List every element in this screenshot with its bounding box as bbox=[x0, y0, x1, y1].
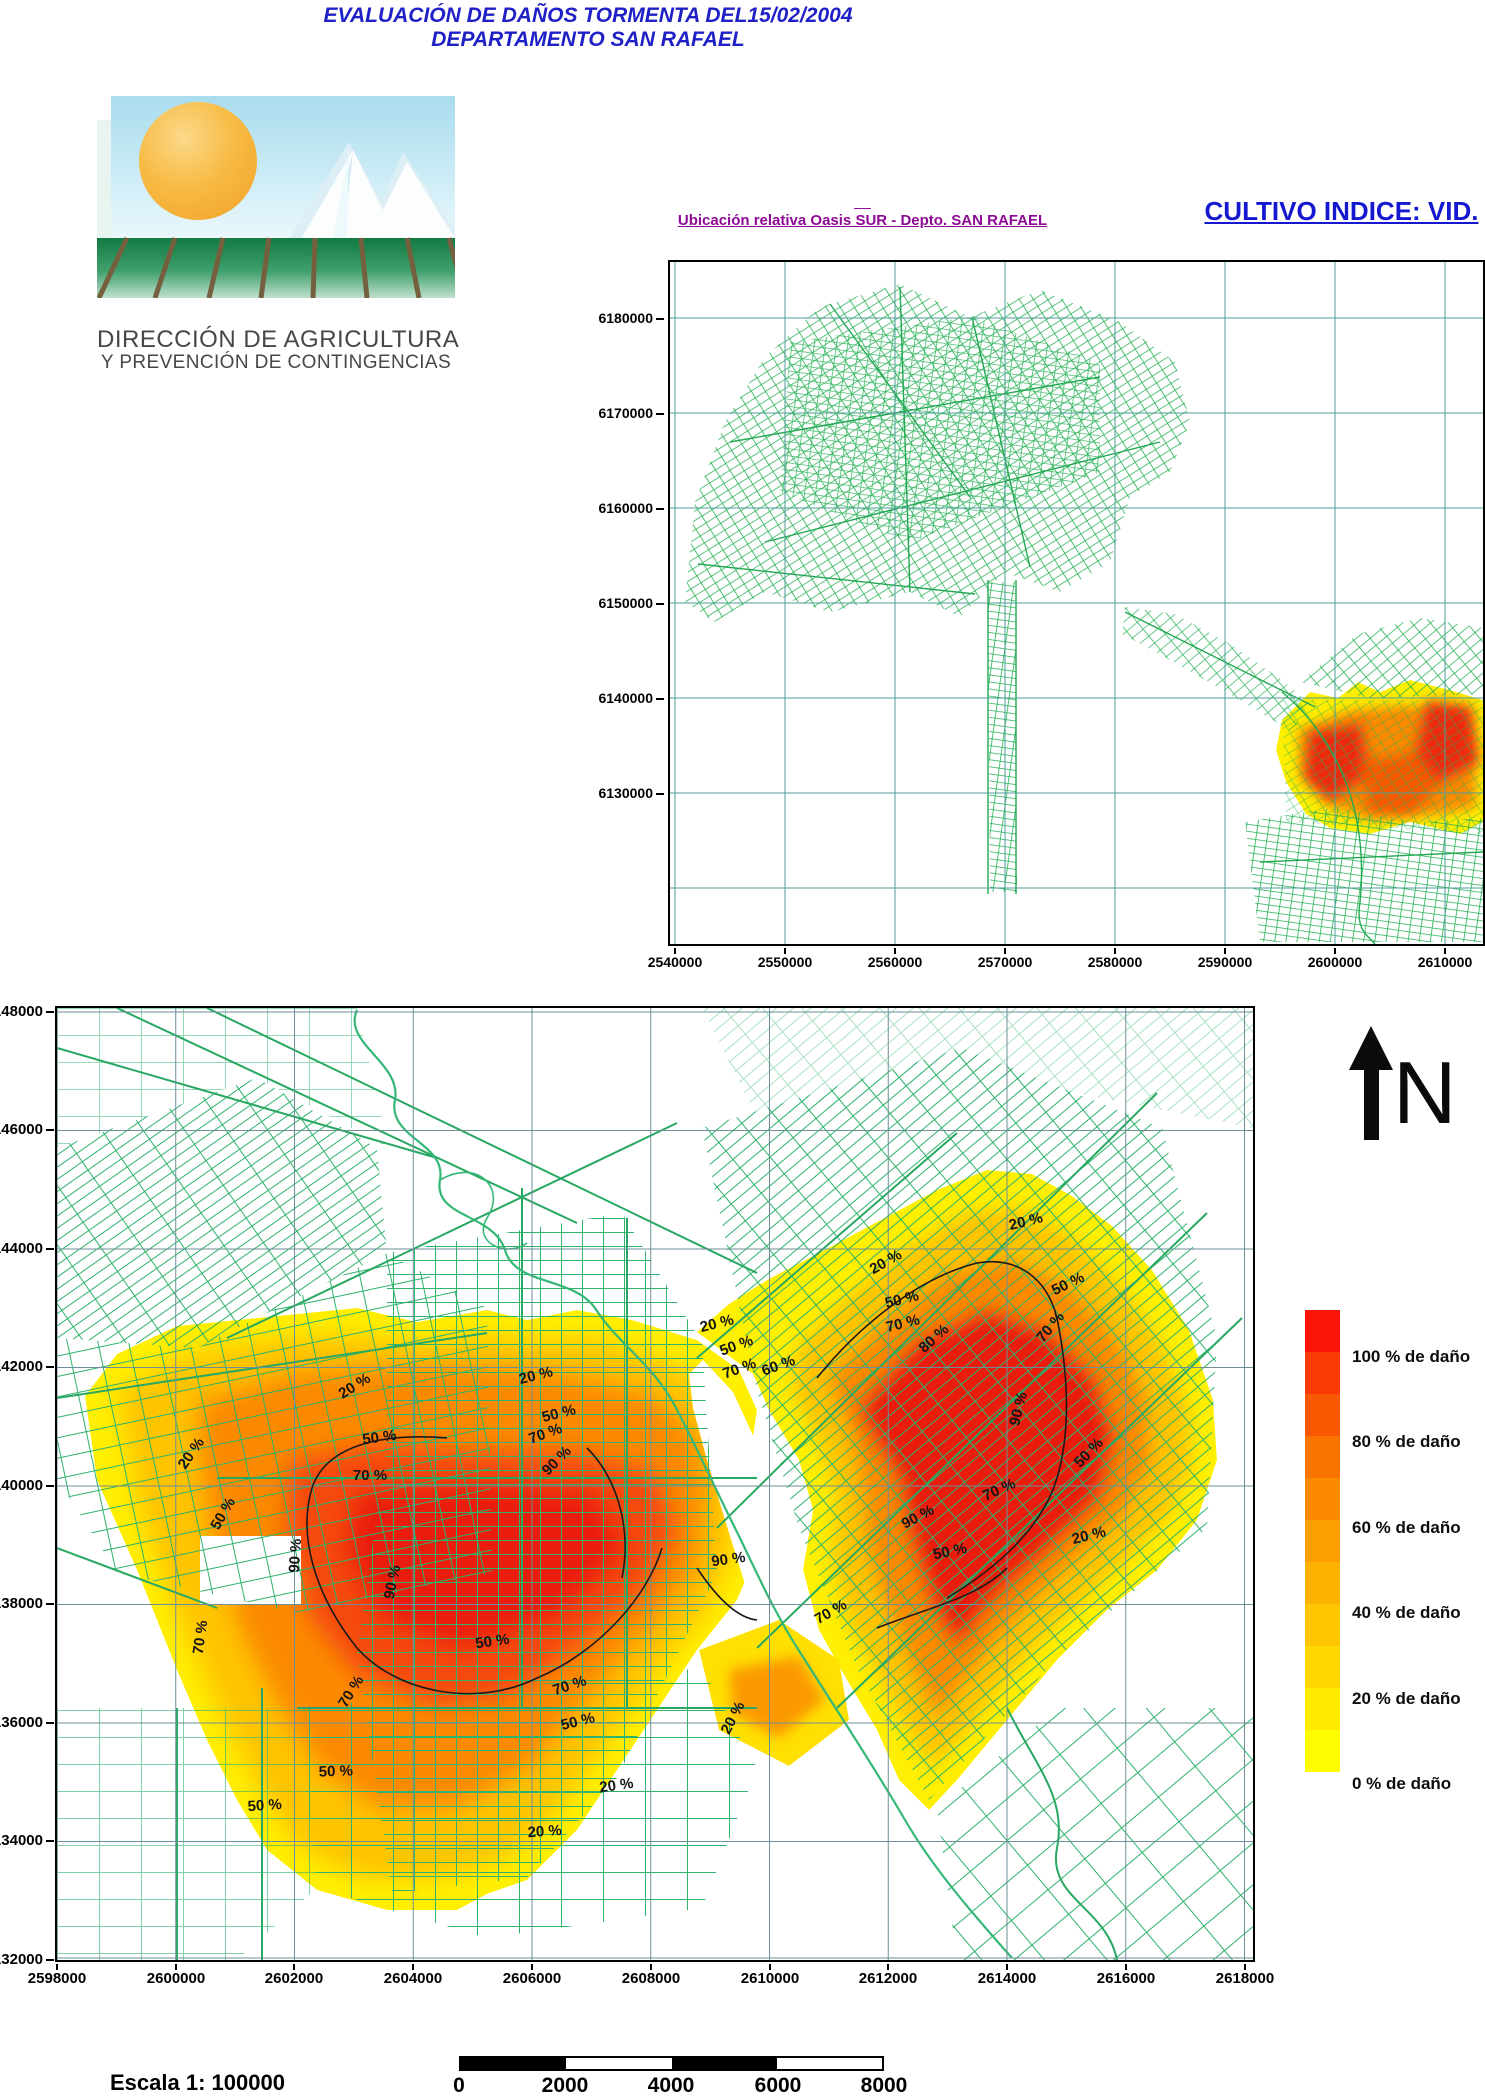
main-y-tick: 6136000 bbox=[0, 1715, 54, 1731]
main-x-tick: 2598000 bbox=[12, 1964, 102, 1986]
ov-y-tick: 6130000 bbox=[586, 785, 664, 801]
page-title: EVALUACIÓN DE DAÑOS TORMENTA DEL15/02/20… bbox=[288, 4, 888, 52]
main-x-tick: 2604000 bbox=[368, 1964, 458, 1986]
scale-tick: 8000 bbox=[860, 2074, 908, 2097]
crop-index-title: CULTIVO INDICE: VID. bbox=[1204, 196, 1479, 226]
scale-segment bbox=[566, 2058, 672, 2069]
scale-label: Escala 1: 100000 bbox=[110, 2070, 285, 2095]
ov-x-tick: 2600000 bbox=[1290, 948, 1380, 970]
roads bbox=[57, 1008, 1243, 1960]
main-x-tick: 2618000 bbox=[1200, 1964, 1290, 1986]
main-map-canvas: 20 % 50 % 70 % 90 % 20 % 50 % 70 % 90 % … bbox=[57, 1008, 1253, 1960]
main-x-tick: 2600000 bbox=[131, 1964, 221, 1986]
main-y-tick: 6144000 bbox=[0, 1241, 54, 1257]
main-y-tick: 6146000 bbox=[0, 1122, 54, 1138]
main-x-tick: 2606000 bbox=[487, 1964, 577, 1986]
main-x-tick: 2610000 bbox=[725, 1964, 815, 1986]
main-y-tick: 6134000 bbox=[0, 1833, 54, 1849]
main-x-tick: 2614000 bbox=[962, 1964, 1052, 1986]
ov-x-tick: 2580000 bbox=[1070, 948, 1160, 970]
sun-icon bbox=[139, 102, 257, 220]
contour-lines bbox=[306, 1261, 1068, 1695]
north-arrow: N bbox=[1345, 1020, 1475, 1150]
contour-label: 50 % bbox=[932, 1540, 969, 1564]
damage-map: 20 % 50 % 70 % 90 % 20 % 50 % 70 % 90 % … bbox=[55, 1006, 1255, 1962]
overview-parcel-network bbox=[685, 284, 1483, 944]
contour-label: 50 % bbox=[474, 1631, 510, 1653]
ov-x-tick: 2560000 bbox=[850, 948, 940, 970]
scale-segment bbox=[461, 2058, 567, 2069]
overview-map bbox=[668, 260, 1485, 946]
contour-label: 70 % bbox=[190, 1619, 212, 1655]
contour-label: 70 % bbox=[353, 1467, 387, 1484]
location-subtitle-line1: Ubicación relativa Oasis SUR - Depto. SA… bbox=[677, 212, 1048, 229]
furrows-icon bbox=[97, 150, 455, 298]
logo-art bbox=[97, 90, 455, 298]
main-x-tick: 2616000 bbox=[1081, 1964, 1171, 1986]
scale-segment bbox=[776, 2058, 882, 2069]
contour-label: 90 % bbox=[710, 1549, 746, 1571]
river-gap bbox=[689, 1360, 803, 1670]
ov-y-tick: 6150000 bbox=[586, 595, 664, 611]
contour-label: 50 % bbox=[247, 1796, 282, 1815]
ov-x-tick: 2540000 bbox=[630, 948, 720, 970]
scale-tick: 4000 bbox=[647, 2074, 695, 2097]
main-x-tick: 2608000 bbox=[606, 1964, 696, 1986]
legend-label: 60 % de daño bbox=[1352, 1518, 1461, 1537]
legend-label: 20 % de daño bbox=[1352, 1689, 1461, 1708]
north-arrow-icon bbox=[1349, 1026, 1393, 1140]
page-title-line2: DEPARTAMENTO SAN RAFAEL bbox=[431, 28, 745, 51]
scale-tick: 2000 bbox=[541, 2074, 589, 2097]
agency-name-line2: Y PREVENCIÓN DE CONTINGENCIAS bbox=[100, 352, 452, 373]
agency-logo: DIRECCIÓN DE AGRICULTURA Y PREVENCIÓN DE… bbox=[97, 90, 460, 380]
legend-label: 0 % de daño bbox=[1352, 1774, 1452, 1793]
river bbox=[353, 1009, 1013, 1959]
ov-y-tick: 6160000 bbox=[586, 500, 664, 516]
parcel-network bbox=[57, 1008, 1253, 1960]
main-y-tick: 6138000 bbox=[0, 1596, 54, 1612]
contour-label: 20 % bbox=[527, 1822, 562, 1841]
contour-label: 90 % bbox=[286, 1538, 305, 1573]
ov-x-tick: 2570000 bbox=[960, 948, 1050, 970]
scale-bar bbox=[459, 2056, 884, 2071]
legend-label: 80 % de daño bbox=[1352, 1432, 1461, 1451]
overview-gridlines bbox=[670, 262, 1483, 944]
damage-legend-colorbar bbox=[1305, 1310, 1340, 1772]
ov-y-tick: 6170000 bbox=[586, 405, 664, 421]
ov-x-tick: 2550000 bbox=[740, 948, 830, 970]
contour-label: 50 % bbox=[318, 1762, 353, 1780]
main-gridlines bbox=[57, 1008, 1253, 1960]
contour-label: 90 % bbox=[381, 1564, 405, 1601]
scale-tick: 6000 bbox=[754, 2074, 802, 2097]
main-y-tick: 6140000 bbox=[0, 1478, 54, 1494]
legend-label: 40 % de daño bbox=[1352, 1603, 1461, 1622]
agency-name-line1: DIRECCIÓN DE AGRICULTURA bbox=[97, 326, 460, 353]
scale-segment bbox=[671, 2058, 777, 2069]
legend-label: 100 % de daño bbox=[1352, 1347, 1471, 1366]
ov-x-tick: 2590000 bbox=[1180, 948, 1270, 970]
contour-label: 50 % bbox=[361, 1427, 397, 1449]
main-y-tick: 6148000 bbox=[0, 1004, 54, 1020]
overview-map-canvas bbox=[670, 262, 1483, 944]
main-x-tick: 2612000 bbox=[843, 1964, 933, 1986]
ov-y-tick: 6180000 bbox=[586, 310, 664, 326]
north-label: N bbox=[1393, 1043, 1457, 1142]
contour-label: 20 % bbox=[598, 1775, 634, 1797]
ov-y-tick: 6140000 bbox=[586, 690, 664, 706]
damage-field-bridge bbox=[699, 1620, 849, 1766]
main-x-tick: 2602000 bbox=[249, 1964, 339, 1986]
scale-tick: 0 bbox=[453, 2074, 465, 2097]
main-y-tick: 6142000 bbox=[0, 1359, 54, 1375]
page-title-line1: EVALUACIÓN DE DAÑOS TORMENTA DEL15/02/20… bbox=[323, 4, 853, 27]
ov-x-tick: 2610000 bbox=[1400, 948, 1485, 970]
